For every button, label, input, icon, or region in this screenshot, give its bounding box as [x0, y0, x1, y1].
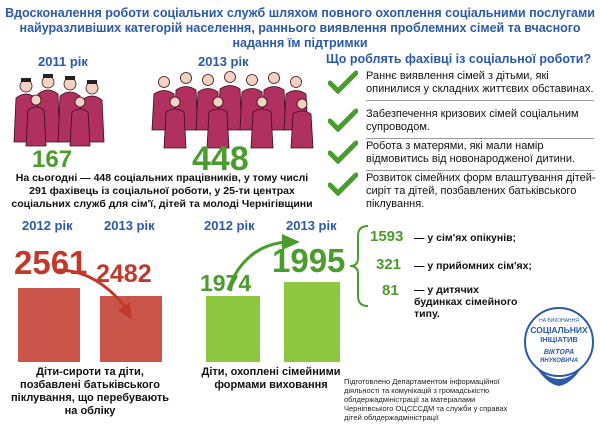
family-year-a: 2012 рік [204, 218, 255, 233]
logo-line1: НА ВИКОНАННЯ [539, 318, 579, 324]
breakdown-value: 81 [382, 282, 399, 299]
orphans-caption: Діти-сироти та діти, позбавлені батьківс… [11, 366, 169, 417]
task-text: Забезпечення кризових сімей соціальним с… [366, 108, 579, 133]
orphans-bar-a [18, 288, 80, 362]
breakdown-label: — у прийомних сім'ях; [414, 260, 532, 272]
staff-year-a: 2011 рік [38, 54, 88, 69]
task-item: Розвиток сімейних форм влаштування дітей… [328, 172, 596, 212]
staff-count-a: 167 [32, 146, 73, 173]
task-text: Робота з матерями, які мали намір відмов… [366, 140, 576, 165]
checkmark-icon [328, 108, 358, 132]
checkmark-icon [328, 70, 358, 94]
family-bar-b [284, 282, 340, 362]
checkmark-icon [328, 140, 358, 164]
tasks-question: Що роблять фахівці із соціальної роботи? [326, 52, 592, 66]
logo-line5: ЯНУКОВИЧА [539, 358, 578, 364]
breakdown-value: 1593 [370, 228, 404, 245]
social-workers-small-group-illustration [13, 74, 105, 147]
breakdown-label: — у сім'ях опікунів; [414, 232, 517, 244]
task-item: Раннє виявлення сімей з дітьми, які опин… [328, 70, 596, 106]
task-item: Забезпечення кризових сімей соціальним с… [328, 108, 596, 144]
breakdown-value: 321 [376, 256, 402, 273]
orphans-year-b: 2013 рік [104, 218, 155, 233]
family-value-a: 1974 [200, 270, 252, 296]
source-note: Підготовлено Департаментом інформаційної… [344, 377, 508, 422]
logo-line4: ВІКТОРА [544, 349, 574, 356]
social-initiatives-logo: НА ВИКОНАННЯ СОЦІАЛЬНИХ ІНІЦІАТИВ ВІКТОР… [524, 307, 594, 386]
staff-year-b: 2013 рік [198, 54, 249, 69]
staff-note: На сьогодні — 448 соціальних працівників… [11, 172, 313, 210]
orphans-year-a: 2012 рік [22, 218, 73, 233]
checkmark-icon [328, 172, 358, 196]
task-text: Раннє виявлення сімей з дітьми, які опин… [366, 70, 594, 95]
orphans-bar-b [100, 296, 162, 362]
social-workers-large-group-illustration [151, 71, 314, 149]
page-title: Вдосконалення роботи соціальних служб шл… [5, 6, 595, 50]
staff-count-b: 448 [192, 140, 249, 178]
family-year-b: 2013 рік [286, 218, 337, 233]
logo-line2: СОЦІАЛЬНИХ [530, 325, 588, 335]
orphans-value-b: 2482 [96, 260, 152, 288]
increase-arrow-icon [226, 234, 300, 291]
breakdown-label: — у дитячих будинках сімейного типу. [414, 284, 518, 320]
logo-line3: ІНІЦІАТИВ [540, 335, 578, 344]
family-bar-a [206, 296, 260, 362]
task-item: Робота з матерями, які мали намір відмов… [328, 140, 596, 176]
decrease-arrow-icon [57, 268, 132, 320]
brace-icon [349, 225, 369, 307]
orphans-value-a: 2561 [14, 244, 88, 281]
family-caption: Діти, охоплені сімейними формами вихован… [201, 366, 341, 391]
task-text: Розвиток сімейних форм влаштування дітей… [366, 172, 596, 210]
